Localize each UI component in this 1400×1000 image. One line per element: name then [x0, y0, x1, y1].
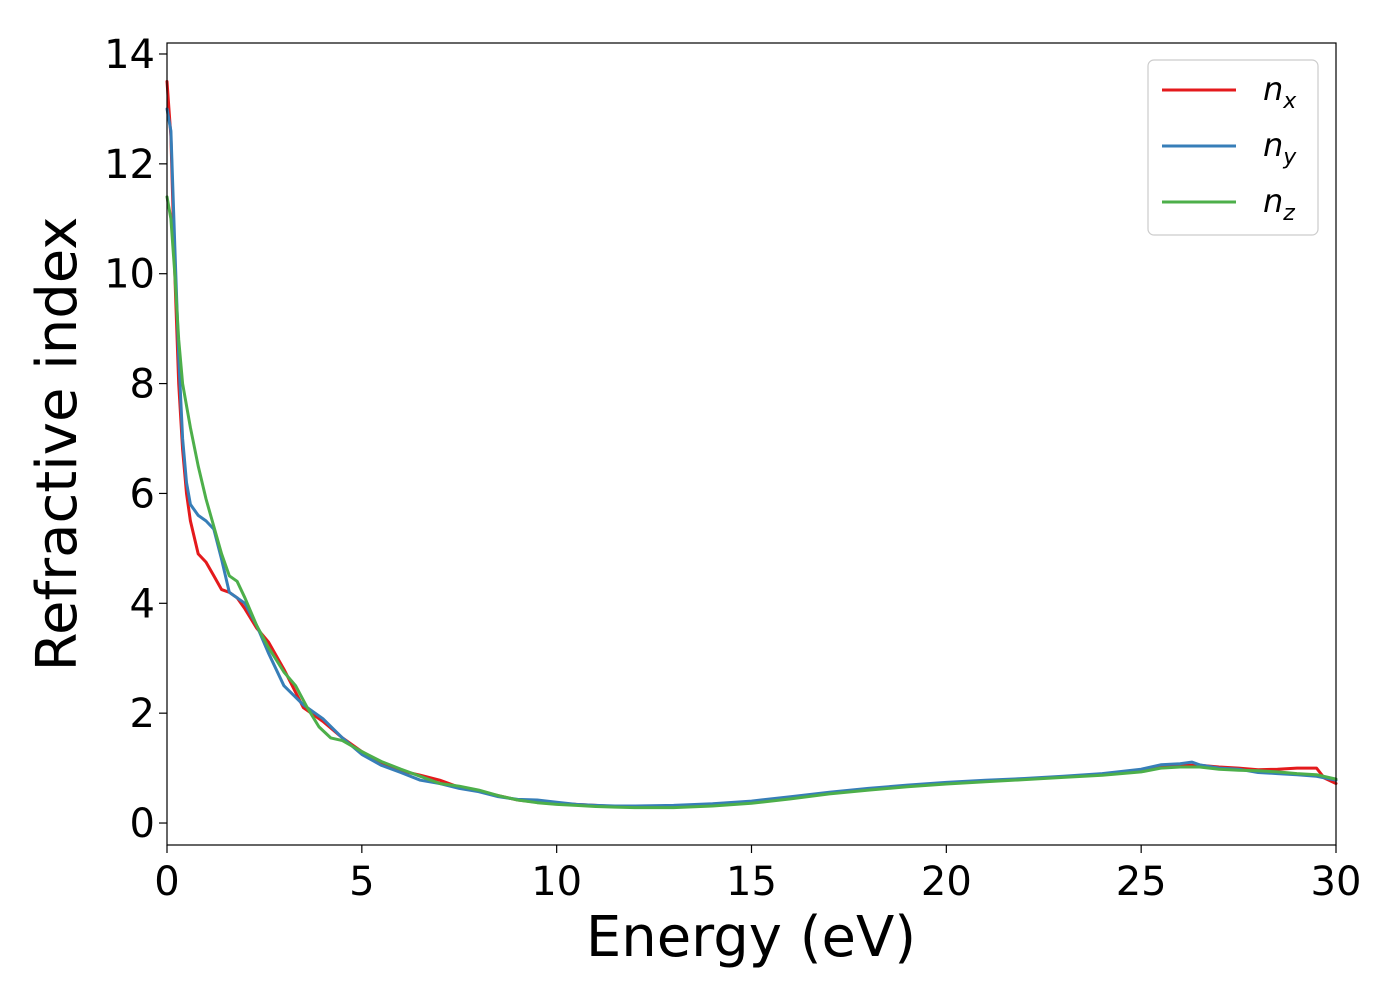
y-tick-label: 8: [130, 362, 155, 408]
y-tick-label: 10: [104, 252, 155, 298]
legend-label-x: nx: [1263, 70, 1297, 114]
y-tick-label: 12: [104, 142, 155, 188]
x-tick-label: 20: [921, 859, 972, 905]
x-tick-label: 10: [531, 859, 582, 905]
y-tick-label: 0: [130, 801, 155, 847]
series-line-z: [165, 195, 1338, 810]
plot-area: [167, 43, 1336, 845]
y-axis-ticks: 0 2 4 6 8 10 12 14: [104, 32, 167, 847]
x-axis-ticks: 0 5 10 15 20 25 30: [154, 845, 1361, 905]
y-tick-label: 2: [130, 691, 155, 737]
x-axis-label: Energy (eV): [586, 905, 916, 970]
x-tick-label: 15: [726, 859, 777, 905]
legend-label-y: ny: [1263, 126, 1297, 170]
legend-label-z: nz: [1263, 182, 1295, 226]
legend: nx ny nz: [1147, 59, 1319, 236]
x-tick-label: 25: [1116, 859, 1167, 905]
x-tick-label: 0: [154, 859, 179, 905]
y-axis-label: Refractive index: [25, 217, 90, 672]
x-tick-label: 5: [349, 859, 374, 905]
x-tick-label: 30: [1311, 859, 1362, 905]
y-tick-label: 6: [130, 471, 155, 517]
y-tick-label: 4: [130, 581, 155, 627]
series-line-y: [165, 107, 1338, 808]
series-layer: [165, 80, 1338, 810]
y-tick-label: 14: [104, 32, 155, 78]
